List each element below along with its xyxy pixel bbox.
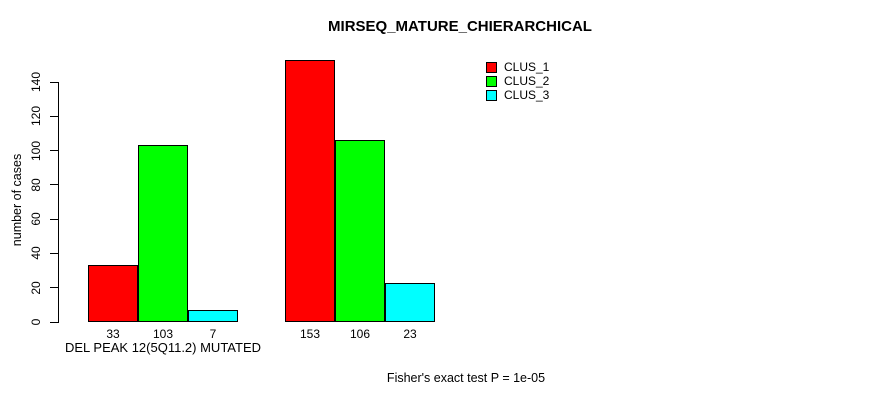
y-axis-tick-label: 0	[29, 318, 43, 326]
y-axis-tick	[50, 150, 58, 152]
y-axis-tick	[50, 184, 58, 186]
bar-value-label: 103	[152, 327, 174, 341]
legend-label: CLUS_3	[504, 88, 550, 102]
bar-value-label: 106	[349, 327, 371, 341]
y-axis-tick	[50, 81, 58, 83]
y-axis-tick	[50, 218, 58, 220]
legend: CLUS_1 CLUS_2 CLUS_3	[486, 60, 549, 102]
y-axis-tick	[50, 115, 58, 117]
y-axis-tick-label: 80	[29, 178, 43, 192]
y-axis-tick	[50, 287, 58, 289]
legend-label: CLUS_2	[504, 74, 550, 88]
y-axis-line	[58, 82, 59, 323]
bar-value-label: 153	[299, 327, 321, 341]
y-axis-tick-label: 60	[29, 212, 43, 226]
y-axis-tick-label: 100	[29, 140, 43, 161]
legend-swatch-clus_2	[486, 75, 497, 87]
y-axis-tick-label: 40	[29, 246, 43, 261]
bar-clus_1-group1	[88, 265, 138, 322]
y-axis-tick-label: 120	[29, 106, 43, 127]
legend-item: CLUS_3	[486, 88, 549, 102]
legend-swatch-clus_1	[486, 61, 497, 73]
bar-value-label: 33	[106, 327, 120, 341]
x-group-label: DEL PEAK 12(5Q11.2) MUTATED	[64, 340, 262, 355]
legend-item: CLUS_2	[486, 74, 549, 88]
bar-clus_1-group2	[285, 60, 335, 322]
y-axis-tick-label: 20	[29, 281, 43, 295]
y-axis-tick	[50, 321, 58, 323]
y-axis-label: number of cases	[10, 153, 24, 247]
y-axis-tick	[50, 252, 58, 254]
legend-item: CLUS_1	[486, 60, 549, 74]
bar-value-label: 7	[209, 327, 217, 341]
bar-clus_2-group1	[138, 145, 188, 322]
bar-value-label: 23	[403, 327, 417, 341]
bar-clus_3-group2	[385, 283, 435, 322]
bar-clus_3-group1	[188, 310, 238, 322]
legend-swatch-clus_3	[486, 89, 497, 101]
y-axis-tick-label: 140	[29, 71, 43, 93]
pvalue-annotation: Fisher's exact test P = 1e-05	[386, 371, 546, 385]
bar-clus_2-group2	[335, 140, 385, 322]
chart-title: MIRSEQ_MATURE_CHIERARCHICAL	[328, 18, 592, 35]
legend-label: CLUS_1	[504, 60, 550, 74]
